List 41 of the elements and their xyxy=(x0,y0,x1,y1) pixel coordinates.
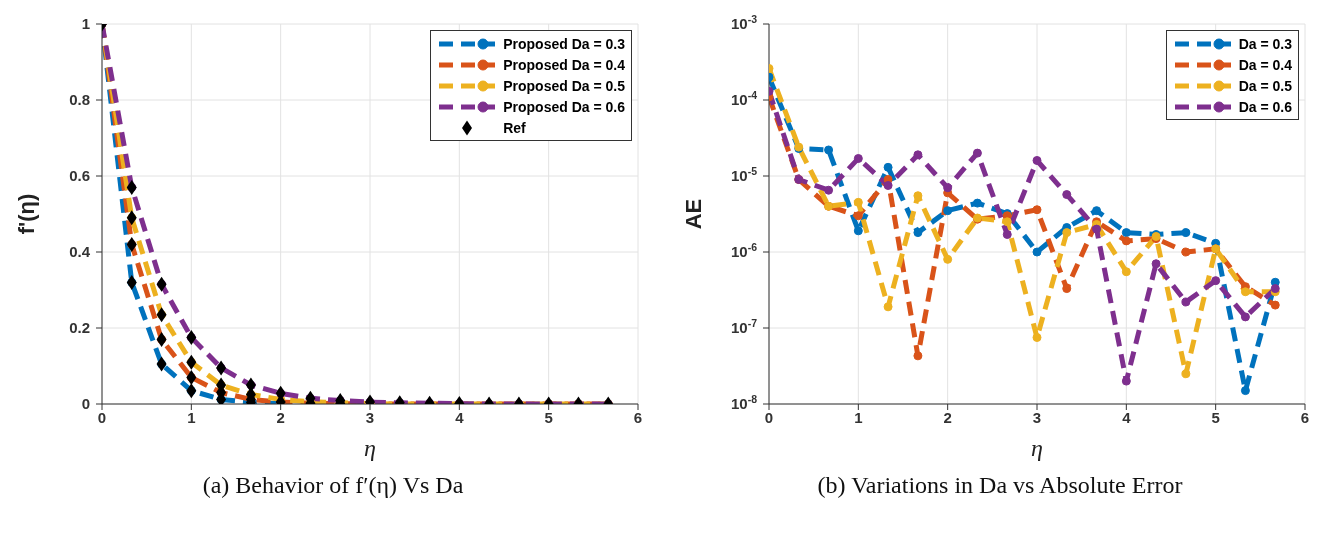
text: (a) Behavior of f′(η) Vs Da xyxy=(202,472,464,498)
legend-label: Ref xyxy=(503,119,526,136)
x-tick-label: 1 xyxy=(187,408,196,426)
x-tick-label: 2 xyxy=(276,408,285,426)
legend-label: Proposed Da = 0.3 xyxy=(503,35,625,52)
text: (b) Variations in Da vs Absolute Error xyxy=(817,472,1183,498)
y-axis-title: f'(η) xyxy=(13,193,39,235)
legend-label: Da = 0.5 xyxy=(1238,77,1292,94)
x-tick-label: 5 xyxy=(1211,408,1220,426)
legend-label: Proposed Da = 0.5 xyxy=(503,77,625,94)
y-tick-label: 0.6 xyxy=(69,167,90,184)
y-tick-label: 0.8 xyxy=(69,91,90,108)
x-axis-title: η xyxy=(364,435,376,461)
y-tick-label: 0.2 xyxy=(69,319,90,336)
x-tick-label: 3 xyxy=(1032,408,1042,426)
y-tick-label: 0 xyxy=(81,395,90,412)
legend-label: Da = 0.3 xyxy=(1238,35,1292,52)
x-tick-label: 5 xyxy=(544,408,553,426)
y-tick-label: 10$^{-5}$ xyxy=(730,165,758,184)
x-tick-label: 6 xyxy=(633,408,643,426)
x-axis-title: η xyxy=(1031,435,1043,461)
y-axis-title: AE xyxy=(680,198,706,230)
x-tick-label: 0 xyxy=(764,408,774,426)
x-tick-label: 3 xyxy=(365,408,375,426)
x-tick-label: 4 xyxy=(455,408,465,426)
x-tick-label: 4 xyxy=(1122,408,1132,426)
x-tick-label: 2 xyxy=(943,408,952,426)
y-tick-label: 10$^{-3}$ xyxy=(730,13,758,32)
y-tick-label: 1 xyxy=(81,15,90,32)
y-tick-label: 10$^{-4}$ xyxy=(730,89,758,108)
y-tick-label: 10$^{-8}$ xyxy=(730,393,758,412)
legend-label: Da = 0.4 xyxy=(1238,56,1292,73)
x-tick-label: 1 xyxy=(854,408,863,426)
legend-label: Da = 0.6 xyxy=(1238,98,1292,115)
y-tick-label: 10$^{-6}$ xyxy=(730,241,758,260)
y-tick-label: 0.4 xyxy=(69,243,91,260)
x-tick-label: 0 xyxy=(97,408,107,426)
y-tick-label: 10$^{-7}$ xyxy=(730,317,758,336)
legend-label: Proposed Da = 0.6 xyxy=(503,98,625,115)
x-tick-label: 6 xyxy=(1300,408,1310,426)
legend-label: Proposed Da = 0.4 xyxy=(503,56,625,73)
